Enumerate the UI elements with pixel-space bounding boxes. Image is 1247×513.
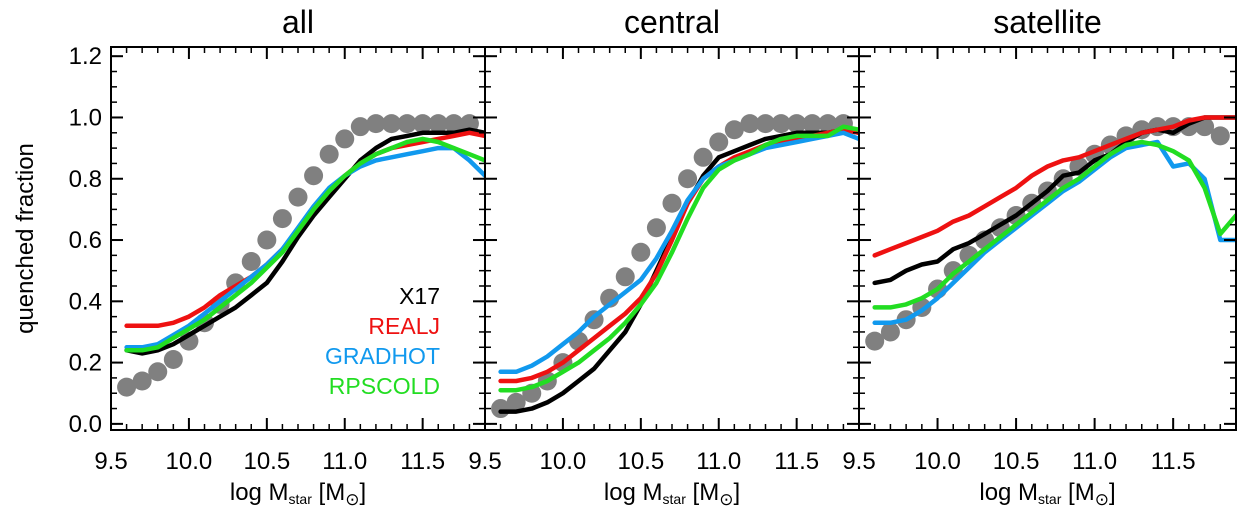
data-point (646, 218, 666, 238)
data-point (615, 267, 635, 287)
data-point (148, 362, 168, 382)
data-point (444, 114, 464, 134)
data-point (335, 129, 355, 149)
y-tick-label: 0.2 (69, 350, 102, 377)
legend-entry-gradhot: GRADHOT (325, 343, 440, 369)
panel-satellite: 9.5 10.0 10.5 11.0 11.5 satellite log Mstar [M… (842, 4, 1237, 509)
y-tick-label: 1.2 (69, 43, 102, 70)
data-point (117, 377, 137, 397)
panel-title: satellite (993, 4, 1102, 40)
data-point (397, 114, 417, 134)
data-point (678, 169, 698, 189)
data-point (304, 166, 324, 186)
panel-title: central (624, 4, 720, 40)
series-line-rpscold (872, 139, 1236, 310)
data-point (506, 392, 526, 412)
x-tick-label: 10.0 (166, 448, 213, 475)
series-lines (872, 115, 1236, 326)
data-point (413, 114, 433, 134)
data-point (288, 187, 308, 207)
series-line-rpscold (498, 124, 859, 393)
data-point (802, 114, 822, 134)
series-line-realj (872, 115, 1236, 258)
x-tick-label: 10.5 (617, 448, 664, 475)
data-point (865, 331, 885, 351)
x-tick-label: 11.5 (774, 448, 819, 475)
data-point (880, 322, 900, 342)
data-point (428, 114, 448, 134)
x-tick-label: 10.0 (540, 448, 587, 475)
data-point (756, 114, 775, 134)
data-point (740, 114, 760, 134)
data-point (1195, 117, 1215, 137)
legend-entry-x17: X17 (399, 283, 440, 309)
x-tick-label: 10.5 (993, 448, 1040, 475)
data-point (163, 350, 183, 370)
x-tick-label: 11.0 (1072, 448, 1117, 475)
panel-title: all (282, 4, 314, 40)
series-lines (498, 124, 859, 414)
panel-central: 9.5 10.0 10.5 11.0 11.5 central log Mstar [M⊙] (468, 4, 860, 509)
series-line-realj (498, 127, 859, 384)
x-tick-label: 11.0 (322, 448, 367, 475)
data-point (382, 114, 401, 134)
series-line-x17 (872, 115, 1236, 286)
series-line-x17 (124, 127, 485, 356)
y-axis-label: quenched fraction (12, 143, 39, 334)
x-tick-label: 9.5 (842, 448, 875, 475)
data-point (257, 230, 277, 250)
x-axis-label: log Mstar [M⊙] (979, 479, 1115, 509)
series-lines (124, 127, 485, 356)
data-point (241, 251, 261, 271)
series-line-gradhot (872, 139, 1236, 326)
data-point (693, 147, 713, 167)
series-line-rpscold (124, 136, 485, 353)
data-point (1210, 126, 1230, 146)
x-tick-label: 11.5 (400, 448, 445, 475)
y-tick-label: 0.8 (69, 166, 102, 193)
series-line-gradhot (498, 130, 859, 375)
panel-all: 9.5 10.0 10.5 11.0 11.5 all log Mstar [M⊙] (94, 4, 486, 509)
y-tick-label: 0.0 (69, 411, 102, 438)
x-tick-label: 10.0 (914, 448, 961, 475)
data-point (319, 144, 339, 164)
data-point (724, 120, 744, 140)
x-axis-label: log Mstar [M⊙] (230, 479, 366, 509)
data-point (366, 114, 386, 134)
x-tick-label: 11.5 (1151, 448, 1196, 475)
legend-entry-realj: REALJ (368, 313, 440, 339)
x-tick-label: 11.0 (696, 448, 741, 475)
data-point (272, 209, 292, 229)
data-point (132, 371, 152, 391)
legend-entry-rpscold: RPSCOLD (329, 373, 440, 399)
data-point (787, 114, 807, 134)
data-point (350, 117, 370, 137)
data-point (662, 193, 682, 213)
x-tick-label: 9.5 (94, 448, 127, 475)
x-tick-label: 9.5 (468, 448, 501, 475)
data-point (771, 114, 791, 134)
y-tick-label: 0.4 (69, 288, 102, 315)
x-axis-label: log Mstar [M⊙] (604, 479, 740, 509)
data-point (818, 114, 838, 134)
x-tick-label: 10.5 (243, 448, 290, 475)
y-tick-label: 0.6 (69, 227, 102, 254)
y-tick-label: 1.0 (69, 104, 102, 131)
data-point (631, 242, 651, 262)
data-point (709, 132, 729, 152)
